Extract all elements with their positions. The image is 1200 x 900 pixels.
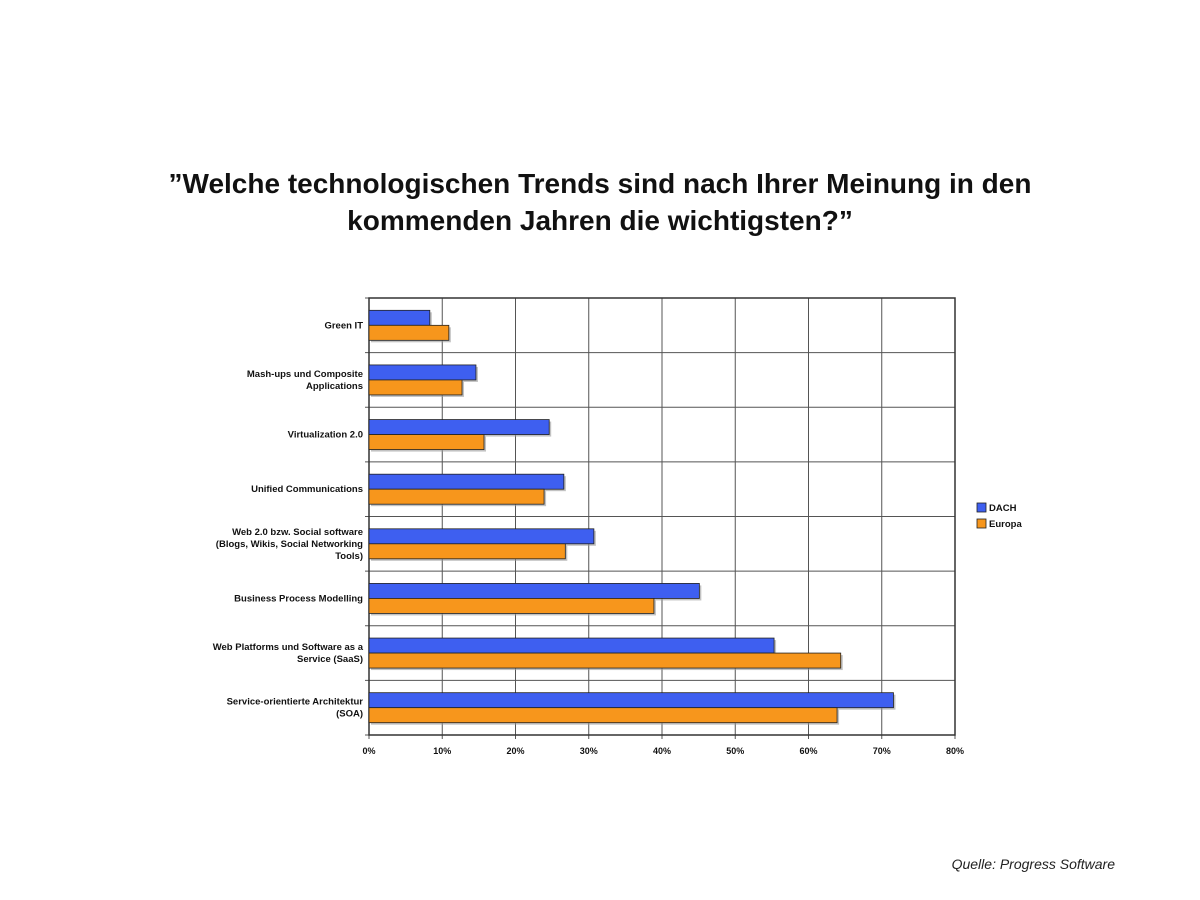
category-label-line: Tools): [335, 551, 363, 562]
bar-europa: [368, 324, 450, 341]
category-label-line: Web 2.0 bzw. Social software: [232, 527, 363, 538]
category-label: Service-orientierte Architektur (SOA): [227, 697, 364, 720]
plot-border: [368, 297, 956, 736]
x-tick-label: 20%: [506, 746, 524, 756]
category-label-line: Mash-ups und Composite: [247, 369, 363, 380]
bar-dach: [368, 528, 595, 545]
bar-europa: [368, 543, 566, 560]
category-label: Web Platforms und Software as a Service (…: [213, 642, 364, 665]
category-label-line: Unified Communications: [251, 484, 363, 495]
bar-dach: [368, 309, 431, 326]
category-label-line: (Blogs, Wikis, Social Networking: [216, 539, 363, 550]
category-label: Web 2.0 bzw. Social software (Blogs, Wiki…: [216, 527, 363, 562]
category-label: Virtualization 2.0: [288, 430, 363, 441]
x-tick-label: 50%: [726, 746, 744, 756]
category-label-line: Business Process Modelling: [234, 593, 363, 604]
category-label-line: Applications: [306, 381, 363, 392]
category-label-line: Virtualization 2.0: [288, 430, 363, 441]
category-label: Mash-ups und Composite Applications: [247, 369, 363, 392]
bar-dach: [368, 473, 565, 490]
bar-dach: [368, 419, 550, 435]
bar-europa: [368, 434, 485, 450]
bar-dach: [368, 364, 477, 381]
source-note: Quelle: Progress Software: [951, 856, 1115, 872]
category-label-line: Service-orientierte Architektur: [227, 697, 364, 708]
bar-dach: [368, 583, 700, 599]
bar-europa: [368, 488, 545, 505]
category-label-line: Web Platforms und Software as a: [213, 642, 364, 653]
category-label-line: Green IT: [324, 320, 363, 331]
category-label: Business Process Modelling: [234, 593, 363, 604]
bar-dach: [368, 692, 894, 709]
bar-dach: [368, 637, 775, 654]
x-tick-label: 40%: [653, 746, 671, 756]
x-tick-label: 60%: [799, 746, 817, 756]
category-label: Unified Communications: [251, 484, 363, 495]
category-label: Green IT: [324, 320, 363, 331]
x-tick-label: 70%: [873, 746, 891, 756]
category-label-line: Service (SaaS): [297, 654, 363, 665]
bar-europa: [368, 379, 463, 396]
x-tick-label: 10%: [433, 746, 451, 756]
chart-title: ”Welche technologischen Trends sind nach…: [168, 168, 1032, 236]
bar-europa: [368, 598, 655, 614]
legend-swatch-dach: [976, 502, 987, 513]
x-tick-label: 80%: [946, 746, 964, 756]
bar-europa: [368, 707, 838, 724]
legend-label: DACH: [989, 503, 1017, 514]
legend-swatch-europa: [976, 518, 987, 529]
x-tick-label: 30%: [580, 746, 598, 756]
legend-label: Europa: [989, 519, 1022, 530]
x-tick-label: 0%: [362, 746, 375, 756]
bar-europa: [368, 652, 842, 669]
category-label-line: (SOA): [336, 709, 363, 720]
